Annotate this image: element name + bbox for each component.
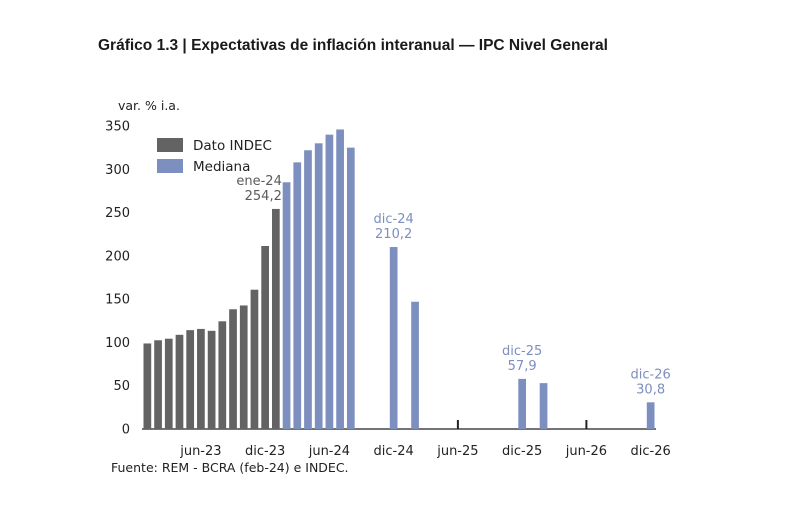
- bar-ene-23: [143, 343, 152, 429]
- legend-swatch: [157, 138, 183, 152]
- annotation-label: dic-24: [374, 212, 414, 227]
- bar-may-24: [314, 143, 323, 430]
- bar-jun-23: [197, 328, 205, 429]
- y-tick-label: 100: [105, 336, 130, 351]
- bar-dic-24: [389, 247, 398, 429]
- bar-jul-24: [336, 129, 344, 429]
- annotation-value: 30,8: [636, 382, 665, 397]
- bar-jul-23: [207, 330, 216, 429]
- bar-mar-24: [293, 162, 302, 430]
- x-tick-label: dic-24: [374, 444, 414, 459]
- bar-may-23: [186, 330, 195, 429]
- bar-dic-26: [646, 402, 655, 429]
- bar-ene-24: [271, 208, 280, 429]
- y-tick-label: 150: [105, 293, 130, 308]
- annotation-value: 254,2: [245, 189, 282, 204]
- bar-feb-26: [539, 383, 548, 429]
- x-tick-label: jun-26: [565, 444, 607, 459]
- legend-label: Mediana: [193, 159, 250, 175]
- annotation-label: dic-25: [502, 344, 542, 359]
- bar-abr-23: [175, 334, 184, 429]
- y-tick-label: 50: [113, 379, 130, 394]
- annotation-label: dic-26: [631, 367, 671, 382]
- bar-sep-23: [229, 309, 237, 429]
- y-tick-label: 350: [105, 120, 130, 135]
- legend: Dato INDEC Mediana: [157, 138, 272, 175]
- bar-ago-23: [218, 321, 227, 429]
- x-tick-label: jun-24: [308, 444, 350, 459]
- y-tick-label: 0: [122, 423, 130, 438]
- x-tick-label: jun-23: [179, 444, 221, 459]
- y-tick-label: 300: [105, 163, 130, 178]
- bar-jun-24: [325, 134, 334, 429]
- bar-mar-23: [164, 338, 173, 429]
- bar-ago-24: [346, 147, 355, 429]
- source-note: Fuente: REM - BCRA (feb-24) e INDEC.: [111, 460, 349, 475]
- x-axis: jun-23 dic-23 jun-24 dic-24 jun-25 dic-25 jun-…: [142, 420, 671, 459]
- bar-nov-23: [250, 289, 259, 429]
- chart-title: Gráfico 1.3 | Expectativas de inflación …: [98, 37, 608, 54]
- y-axis: 0 50 100 150 200 250 300 350: [105, 120, 130, 438]
- legend-label: Dato INDEC: [193, 138, 272, 154]
- x-tick-label: dic-26: [631, 444, 671, 459]
- legend-swatch: [157, 159, 183, 173]
- bar-abr-24: [304, 150, 312, 430]
- annotation-label: ene-24: [236, 174, 281, 189]
- bar-feb-23: [154, 340, 162, 429]
- bar-feb-25: [411, 301, 419, 429]
- annotation-value: 210,2: [375, 227, 412, 242]
- bar-dic-23: [261, 245, 270, 429]
- y-axis-label: var. % i.a.: [118, 98, 180, 113]
- bar-dic-25: [518, 378, 527, 429]
- y-tick-label: 200: [105, 249, 130, 264]
- x-tick-label: jun-25: [436, 444, 478, 459]
- y-tick-label: 250: [105, 206, 130, 221]
- bar-feb-24: [282, 182, 291, 429]
- bar-oct-23: [239, 305, 248, 429]
- annotation-value: 57,9: [508, 359, 537, 374]
- x-tick-label: dic-23: [245, 444, 285, 459]
- bars: [143, 129, 655, 430]
- x-tick-label: dic-25: [502, 444, 542, 459]
